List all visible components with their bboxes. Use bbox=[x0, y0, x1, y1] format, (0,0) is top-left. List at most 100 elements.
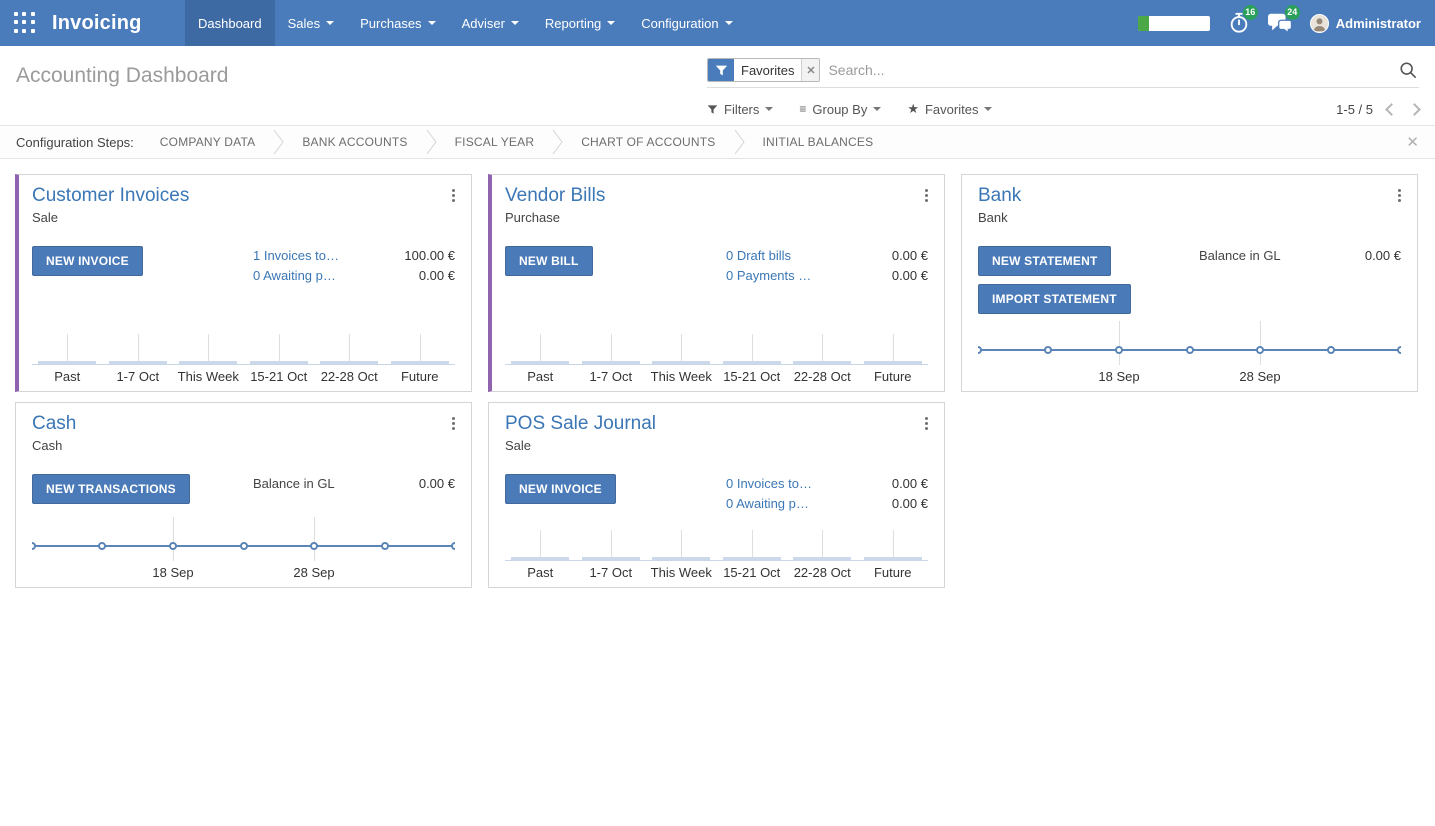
bar bbox=[511, 361, 570, 364]
chat-bubbles-icon bbox=[1267, 13, 1292, 34]
new-invoice-button[interactable]: NEW INVOICE bbox=[32, 246, 143, 276]
x-axis-label: 1-7 Oct bbox=[116, 368, 160, 384]
nav-brand-zone: Invoicing bbox=[0, 0, 185, 46]
nav-item-purchases[interactable]: Purchases bbox=[347, 0, 448, 46]
group-by-button[interactable]: ≡ Group By bbox=[799, 102, 882, 117]
caret-down-icon bbox=[873, 107, 882, 111]
step-company-data[interactable]: COMPANY DATA bbox=[159, 135, 256, 149]
bar bbox=[793, 557, 852, 560]
nav-item-reporting[interactable]: Reporting bbox=[532, 0, 628, 46]
new-bill-button[interactable]: NEW BILL bbox=[505, 246, 593, 276]
gridline bbox=[208, 334, 210, 364]
card-title[interactable]: Cash bbox=[32, 413, 77, 434]
search-input[interactable] bbox=[820, 60, 1397, 80]
step-initial-balances[interactable]: INITIAL BALANCES bbox=[762, 135, 874, 149]
data-point-marker bbox=[978, 346, 982, 354]
line-chart-labels: 18 Sep 28 Sep bbox=[978, 365, 1401, 387]
new-statement-button[interactable]: NEW STATEMENT bbox=[978, 246, 1112, 276]
favorites-button[interactable]: ★ Favorites bbox=[907, 101, 993, 117]
new-transactions-button[interactable]: NEW TRANSACTIONS bbox=[32, 474, 190, 504]
line-chart-labels: 18 Sep 28 Sep bbox=[32, 561, 455, 583]
kpi-row: 1 Invoices to… 100.00 € bbox=[253, 248, 455, 263]
kpi-row: 0 Awaiting p… 0.00 € bbox=[253, 268, 455, 283]
search-icon[interactable] bbox=[1397, 61, 1419, 79]
cards-row-1: Customer Invoices Sale NEW INVOICE 1 Inv… bbox=[15, 174, 1420, 392]
caret-down-icon bbox=[607, 21, 616, 25]
timer-progressbar[interactable] bbox=[1137, 15, 1210, 31]
caret-down-icon bbox=[724, 21, 733, 25]
star-icon: ★ bbox=[907, 101, 919, 116]
kebab-menu-icon[interactable] bbox=[1396, 187, 1403, 204]
draft-bills-link[interactable]: 0 Draft bills bbox=[726, 248, 792, 263]
gridline bbox=[278, 334, 280, 364]
bar-cell bbox=[385, 319, 456, 364]
journal-sparkline-chart: Past 1-7 Oct This Week 15-21 Oct 22-28 Oct Fu… bbox=[505, 515, 928, 587]
kebab-menu-icon[interactable] bbox=[923, 187, 930, 204]
data-point-marker bbox=[1326, 346, 1335, 354]
filters-button[interactable]: Filters bbox=[707, 102, 774, 117]
step-fiscal-year[interactable]: FISCAL YEAR bbox=[454, 135, 535, 149]
user-menu[interactable]: Administrator bbox=[1309, 13, 1421, 33]
bar-cell bbox=[173, 319, 244, 364]
gridline bbox=[610, 530, 612, 560]
nav-item-adviser[interactable]: Adviser bbox=[449, 0, 532, 46]
kebab-menu-icon[interactable] bbox=[450, 415, 457, 432]
step-bank-accounts[interactable]: BANK ACCOUNTS bbox=[302, 135, 408, 149]
apps-grid-icon[interactable] bbox=[14, 12, 36, 34]
nav-item-sales[interactable]: Sales bbox=[275, 0, 348, 46]
data-point-marker bbox=[1185, 346, 1194, 354]
new-invoice-button[interactable]: NEW INVOICE bbox=[505, 474, 616, 504]
line-chart-plot bbox=[32, 515, 455, 561]
bar bbox=[581, 557, 640, 560]
pager-previous-icon[interactable] bbox=[1385, 102, 1398, 116]
bar bbox=[320, 361, 379, 364]
invoices-to-validate-link[interactable]: 0 Invoices to… bbox=[726, 476, 812, 491]
search-zone: Favorites ✕ Filters ≡ Group By bbox=[707, 58, 1421, 117]
messages-badge: 24 bbox=[1284, 5, 1300, 20]
configuration-steps-bar: Configuration Steps: COMPANY DATA BANK A… bbox=[0, 125, 1435, 159]
gridline bbox=[681, 334, 683, 364]
card-title[interactable]: Customer Invoices bbox=[32, 185, 190, 206]
activities-menu[interactable]: 16 bbox=[1228, 5, 1258, 34]
data-point-marker bbox=[98, 542, 107, 550]
gridline bbox=[1118, 321, 1120, 365]
kpi-amount: 0.00 € bbox=[418, 268, 455, 283]
avatar bbox=[1309, 13, 1329, 33]
bar-chart-labels: Past 1-7 Oct This Week 15-21 Oct 22-28 Oct Fu… bbox=[32, 365, 455, 387]
card-title[interactable]: Vendor Bills bbox=[505, 185, 606, 206]
gridline bbox=[1260, 321, 1261, 365]
pager-next-icon[interactable] bbox=[1408, 102, 1421, 116]
x-axis-label: 28 Sep bbox=[1239, 369, 1281, 384]
step-separator bbox=[426, 129, 437, 155]
control-panel: Accounting Dashboard Favorites ✕ bbox=[0, 46, 1435, 125]
card-title[interactable]: POS Sale Journal bbox=[505, 413, 657, 434]
kebab-menu-icon[interactable] bbox=[450, 187, 457, 204]
invoices-to-validate-link[interactable]: 1 Invoices to… bbox=[253, 248, 339, 263]
bar-cell bbox=[314, 319, 385, 364]
messages-menu[interactable]: 24 bbox=[1267, 5, 1300, 34]
facet-label: Favorites bbox=[734, 59, 802, 81]
bar-cell bbox=[505, 319, 576, 364]
gridline bbox=[540, 530, 542, 560]
app-brand[interactable]: Invoicing bbox=[52, 11, 142, 34]
import-statement-button[interactable]: IMPORT STATEMENT bbox=[978, 284, 1131, 314]
kpi-amount: 0.00 € bbox=[891, 496, 928, 511]
card-title[interactable]: Bank bbox=[978, 185, 1022, 206]
card-kpis: 0 Invoices to… 0.00 € 0 Awaiting p… 0.00… bbox=[726, 474, 928, 511]
close-icon[interactable]: ✕ bbox=[1406, 133, 1419, 151]
kpi-amount: 0.00 € bbox=[418, 476, 455, 491]
search-view[interactable]: Favorites ✕ bbox=[707, 58, 1419, 88]
nav-item-dashboard[interactable]: Dashboard bbox=[185, 0, 275, 46]
awaiting-payments-link[interactable]: 0 Awaiting p… bbox=[253, 268, 336, 283]
awaiting-payments-link[interactable]: 0 Awaiting p… bbox=[726, 496, 809, 511]
nav-item-configuration[interactable]: Configuration bbox=[628, 0, 745, 46]
card-customer-invoices: Customer Invoices Sale NEW INVOICE 1 Inv… bbox=[15, 174, 472, 392]
kpi-row: Balance in GL 0.00 € bbox=[1199, 248, 1401, 263]
search-facet-favorites[interactable]: Favorites ✕ bbox=[707, 58, 821, 82]
facet-remove-icon[interactable]: ✕ bbox=[801, 59, 820, 81]
list-icon: ≡ bbox=[799, 102, 807, 116]
step-chart-of-accounts[interactable]: CHART OF ACCOUNTS bbox=[581, 135, 716, 149]
payments-link[interactable]: 0 Payments … bbox=[726, 268, 812, 283]
pager: 1-5 / 5 bbox=[1336, 102, 1421, 117]
kebab-menu-icon[interactable] bbox=[923, 415, 930, 432]
